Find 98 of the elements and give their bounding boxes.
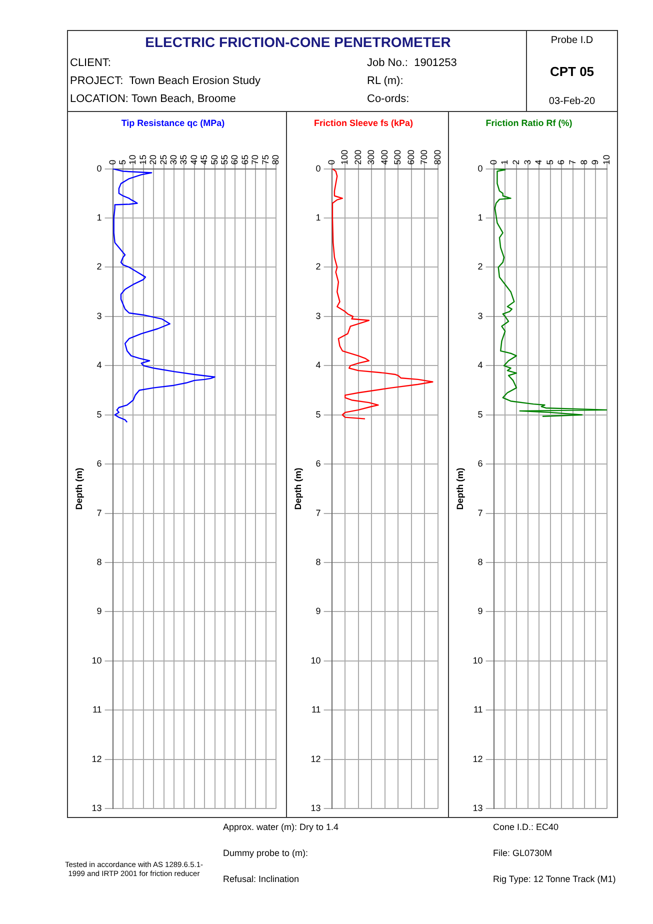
x-tick-label: 0 xyxy=(326,160,336,165)
text: PROJECT: Town Beach Erosion Study xyxy=(70,75,262,87)
y-axis-title: Depth (m) xyxy=(292,468,303,510)
text: Refusal: Inclination xyxy=(223,874,300,884)
y-tick-label: 8 xyxy=(96,557,102,568)
y-tick-label: 9 xyxy=(478,606,483,616)
x-tick-label: 50 xyxy=(209,154,220,165)
y-tick-label: 5 xyxy=(478,409,483,420)
x-tick-label: 8 xyxy=(578,160,589,165)
x-tick-label: 10 xyxy=(601,154,612,165)
y-tick-label: 11 xyxy=(311,704,321,715)
chart-title: Friction Ratio Rf (%) xyxy=(486,118,572,128)
y-axis-title: Depth (m) xyxy=(454,468,465,510)
y-tick-label: 11 xyxy=(473,704,483,715)
text: Probe I.D xyxy=(550,35,594,46)
text: CLIENT: xyxy=(70,57,112,69)
x-tick-label: 60 xyxy=(230,154,240,165)
x-tick-label: 20 xyxy=(148,154,158,165)
x-tick-label: 65 xyxy=(240,154,250,165)
y-tick-label: 13 xyxy=(92,803,102,814)
y-tick-label: 3 xyxy=(478,310,483,321)
x-tick-label: 500 xyxy=(392,150,403,165)
x-tick-label: 100 xyxy=(340,150,350,165)
y-tick-label: 10 xyxy=(92,655,102,666)
x-tick-label: 30 xyxy=(168,154,178,165)
y-tick-label: 2 xyxy=(316,262,321,272)
x-tick-label: 700 xyxy=(419,150,430,165)
y-tick-label: 4 xyxy=(316,360,321,370)
y-tick-label: 10 xyxy=(472,655,483,666)
text: Dummy probe to (m): xyxy=(223,848,310,858)
x-tick-label: 9 xyxy=(590,160,600,165)
x-tick-label: 5 xyxy=(117,160,128,165)
x-tick-label: 15 xyxy=(138,154,148,165)
y-tick-label: 5 xyxy=(316,409,321,420)
y-tick-label: 4 xyxy=(96,360,102,370)
text: 03-Feb-20 xyxy=(548,96,596,107)
y-tick-label: 7 xyxy=(478,508,483,518)
y-tick-label: 12 xyxy=(92,754,102,764)
x-tick-label: 200 xyxy=(352,150,363,165)
y-tick-label: 13 xyxy=(472,803,483,814)
text: RL (m): xyxy=(367,75,404,87)
y-axis-title: Depth (m) xyxy=(74,468,84,510)
text: Rig Type: 12 Tonne Track (M1) xyxy=(493,874,616,884)
x-tick-label: 25 xyxy=(158,154,168,165)
text: ELECTRIC FRICTION-CONE PENETROMETER xyxy=(144,34,452,50)
y-tick-label: 1 xyxy=(96,212,102,222)
text: Approx. water (m): Dry to 1.4 xyxy=(223,822,340,832)
y-tick-label: 2 xyxy=(478,262,483,272)
y-tick-label: 2 xyxy=(96,262,102,272)
text: Cone I.D.: EC40 xyxy=(493,822,560,832)
chart-title: Tip Resistance qc (MPa) xyxy=(121,118,225,128)
x-tick-label: 800 xyxy=(432,150,442,165)
y-tick-label: 10 xyxy=(310,655,321,666)
x-tick-label: 10 xyxy=(128,154,138,165)
y-tick-label: 1 xyxy=(478,212,483,222)
text: Job No.: 1901253 xyxy=(367,57,457,69)
y-tick-label: 1 xyxy=(316,212,321,222)
y-tick-label: 9 xyxy=(96,606,102,616)
x-tick-label: 300 xyxy=(366,150,376,165)
y-tick-label: 3 xyxy=(316,310,321,321)
x-tick-label: 3 xyxy=(522,160,532,165)
text: Co-ords: xyxy=(367,93,410,105)
y-tick-label: 8 xyxy=(478,557,483,568)
x-tick-label: 45 xyxy=(199,154,210,165)
y-tick-label: 4 xyxy=(478,360,483,370)
y-tick-label: 13 xyxy=(310,803,321,814)
text: CPT 05 xyxy=(550,64,594,78)
y-tick-label: 6 xyxy=(316,458,321,469)
x-tick-label: 7 xyxy=(568,160,578,165)
y-tick-label: 11 xyxy=(92,704,102,715)
x-tick-label: 35 xyxy=(178,154,189,165)
y-tick-label: 12 xyxy=(310,754,321,764)
x-tick-label: 0 xyxy=(488,160,498,165)
y-tick-label: 9 xyxy=(316,606,321,616)
text: LOCATION: Town Beach, Broome xyxy=(70,93,237,105)
y-tick-label: 7 xyxy=(96,508,102,518)
x-tick-label: 40 xyxy=(188,154,199,165)
y-tick-label: 6 xyxy=(96,458,102,469)
x-tick-label: 600 xyxy=(406,150,416,165)
x-tick-label: 5 xyxy=(544,160,555,165)
x-tick-label: 400 xyxy=(379,150,390,165)
x-tick-label: 4 xyxy=(534,160,544,165)
x-tick-label: 55 xyxy=(219,154,230,165)
y-tick-label: 7 xyxy=(316,508,321,518)
x-tick-label: 6 xyxy=(556,160,566,165)
y-tick-label: 6 xyxy=(478,458,483,469)
y-tick-label: 8 xyxy=(316,557,321,568)
x-tick-label: 2 xyxy=(510,160,521,165)
chart-title: Friction Sleeve fs (kPa) xyxy=(314,118,414,128)
x-tick-label: 75 xyxy=(260,154,270,165)
x-tick-label: 1 xyxy=(500,160,510,165)
text: File: GL0730M xyxy=(493,848,554,858)
y-tick-label: 12 xyxy=(472,754,483,764)
y-tick-label: 3 xyxy=(96,310,102,321)
x-tick-label: 80 xyxy=(270,154,280,165)
x-tick-label: 0 xyxy=(107,160,118,165)
y-tick-label: 5 xyxy=(96,409,102,420)
x-tick-label: 70 xyxy=(250,154,260,165)
